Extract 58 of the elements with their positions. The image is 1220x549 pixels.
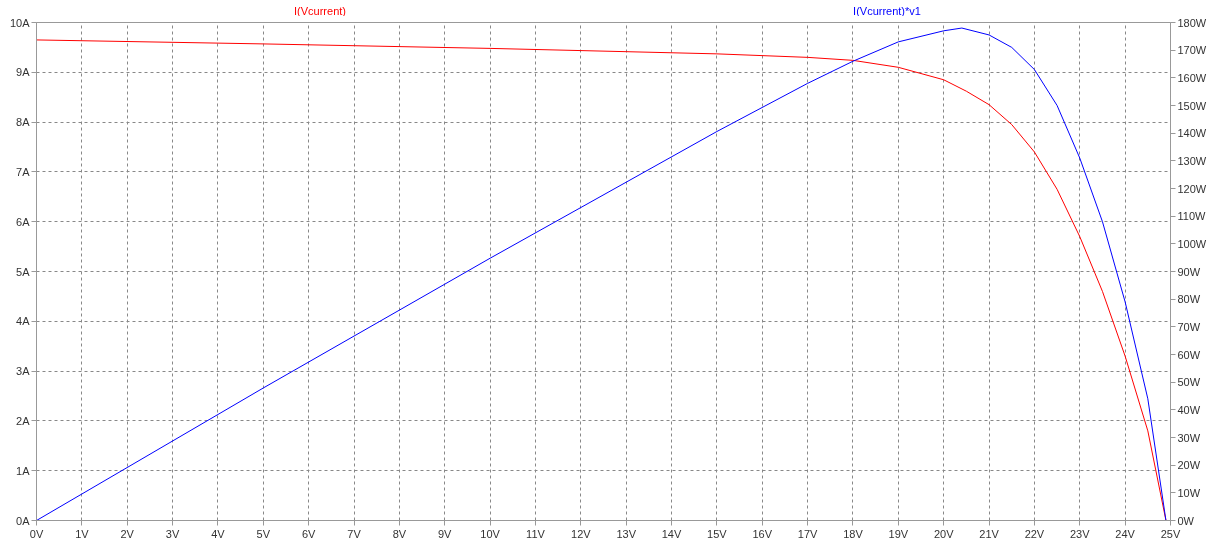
y2-tick-label: 170W: [1177, 44, 1207, 57]
x-tick-label: 18V: [843, 527, 864, 540]
y2-tick-label: 110W: [1177, 210, 1207, 223]
x-tick-label: 1V: [75, 527, 90, 540]
x-tick-label: 24V: [1115, 527, 1136, 540]
y-tick-label: 2A: [16, 414, 31, 427]
y-tick-label: 9A: [16, 66, 31, 79]
x-tick-label: 10V: [480, 527, 501, 540]
y2-tick-label: 50W: [1177, 376, 1201, 389]
x-tick-label: 3V: [165, 527, 180, 540]
x-tick-label: 2V: [120, 527, 135, 540]
y2-tick-label: 60W: [1177, 348, 1201, 361]
y-tick-label: 4A: [16, 315, 31, 328]
y2-tick-label: 10W: [1177, 486, 1201, 499]
y2-tick-label: 120W: [1177, 182, 1207, 195]
x-tick-label: 11V: [526, 527, 546, 540]
x-tick-label: 16V: [752, 527, 773, 540]
x-tick-label: 12V: [571, 527, 592, 540]
x-tick-label: 9V: [438, 527, 453, 540]
y-tick-label: 5A: [16, 265, 31, 278]
x-tick-label: 15V: [707, 527, 728, 540]
x-tick-label: 17V: [797, 527, 819, 540]
x-tick-label: 6V: [301, 527, 317, 540]
x-tick-label: 4V: [211, 527, 226, 540]
y-tick-label: 3A: [16, 365, 31, 378]
x-tick-label: 21V: [979, 527, 1000, 540]
x-tick-label: 23V: [1069, 527, 1091, 540]
y2-tick-label: 150W: [1177, 99, 1207, 112]
y2-tick-label: 100W: [1177, 237, 1207, 250]
y2-tick-label: 20W: [1177, 459, 1201, 472]
y2-tick-label: 140W: [1177, 127, 1207, 140]
y-tick-label: 7A: [16, 165, 31, 178]
y2-tick-label: 40W: [1177, 403, 1201, 416]
x-tick-label: 22V: [1024, 527, 1045, 540]
x-tick-label: 7V: [347, 527, 362, 540]
x-tick-label: 13V: [616, 527, 637, 540]
y-tick-label: 6A: [16, 215, 31, 228]
y-tick-label: 1A: [16, 464, 31, 477]
x-tick-label: 14V: [661, 527, 682, 540]
y2-tick-label: 90W: [1177, 265, 1201, 278]
y2-tick-label: 160W: [1177, 71, 1207, 84]
y2-tick-label: 70W: [1177, 320, 1201, 333]
y2-tick-label: 80W: [1177, 293, 1201, 306]
y-tick-label: 10A: [9, 16, 31, 29]
x-tick-label: 20V: [933, 527, 955, 540]
text: I(Vcurrent): [294, 4, 346, 17]
x-tick-label: 25V: [1160, 527, 1181, 540]
y2-tick-label: 130W: [1177, 154, 1207, 167]
y2-tick-label: 180W: [1177, 16, 1207, 29]
x-tick-label: 0V: [29, 527, 44, 540]
x-tick-label: 19V: [888, 527, 909, 540]
x-tick-label: 8V: [392, 527, 407, 540]
y-tick-label: 0A: [16, 514, 31, 527]
y-tick-label: 8A: [16, 116, 31, 129]
y2-tick-label: 0W: [1177, 514, 1195, 527]
y2-tick-label: 30W: [1177, 431, 1201, 444]
x-tick-label: 5V: [256, 527, 271, 540]
series-label: I(Vcurrent)*v1: [853, 4, 921, 17]
